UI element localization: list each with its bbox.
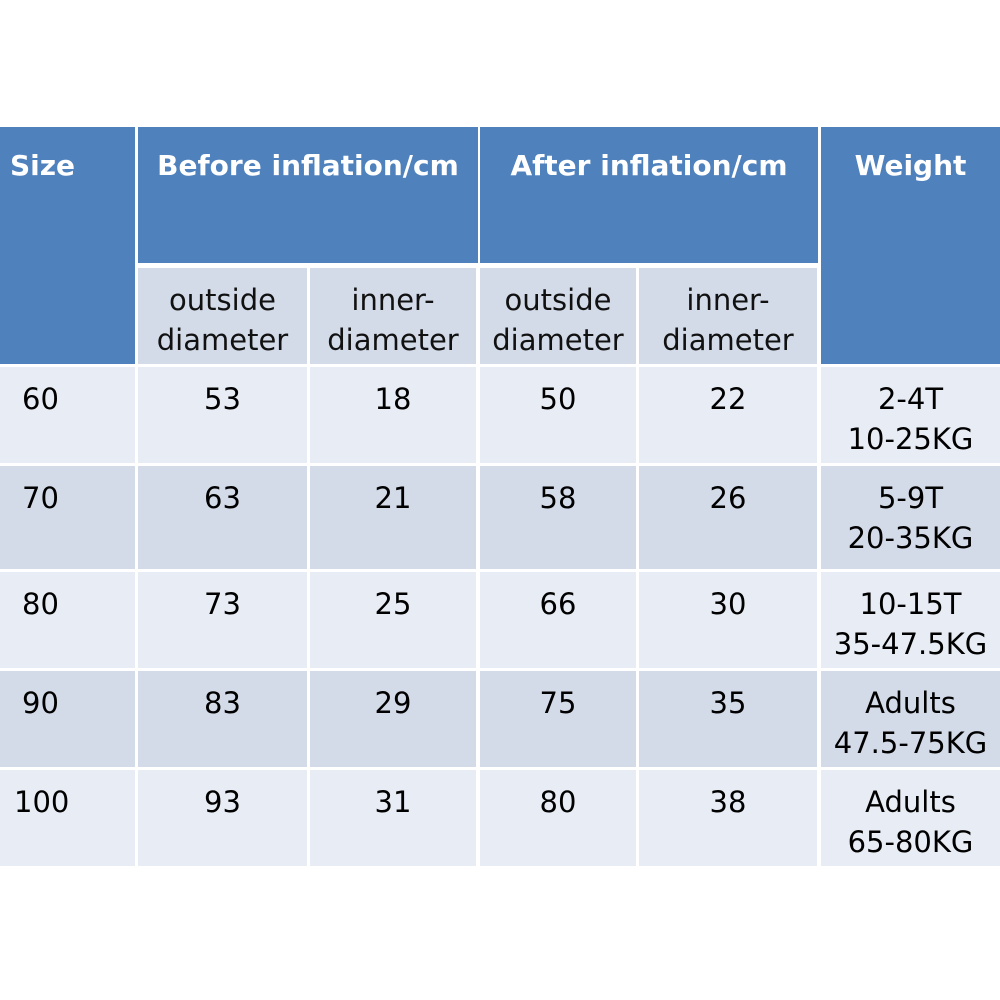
cell-size: 70 [0, 466, 135, 569]
cell-after-inner: 26 [639, 466, 817, 569]
subheader-line: diameter [662, 323, 794, 357]
cell-after-outside: 58 [480, 466, 636, 569]
subheader-line: inner- [351, 283, 435, 317]
weight-age: Adults [865, 785, 956, 819]
header-after-inflation: After inflation/cm [480, 127, 818, 263]
cell-after-inner: 35 [639, 671, 817, 767]
cell-size: 90 [0, 671, 135, 767]
cell-before-inner: 29 [310, 671, 476, 767]
cell-before-inner: 18 [310, 367, 476, 463]
cell-before-outside: 53 [138, 367, 307, 463]
cell-after-inner: 30 [639, 572, 817, 668]
cell-after-outside: 66 [480, 572, 636, 668]
cell-after-inner: 22 [639, 367, 817, 463]
subheader-line: diameter [492, 323, 624, 357]
cell-after-inner: 38 [639, 770, 817, 866]
cell-after-outside: 50 [480, 367, 636, 463]
cell-before-inner: 25 [310, 572, 476, 668]
cell-before-inner: 21 [310, 466, 476, 569]
cell-before-outside: 73 [138, 572, 307, 668]
subheader-line: outside [169, 283, 276, 317]
weight-age: Adults [865, 686, 956, 720]
weight-range: 65-80KG [847, 825, 974, 859]
cell-after-outside: 80 [480, 770, 636, 866]
cell-after-outside: 75 [480, 671, 636, 767]
weight-age: 10-15T [859, 587, 962, 621]
cell-weight: 2-4T 10-25KG [821, 367, 1000, 463]
cell-before-outside: 63 [138, 466, 307, 569]
cell-weight: Adults 47.5-75KG [821, 671, 1000, 767]
weight-range: 35-47.5KG [833, 627, 988, 661]
subheader-after-inner-diameter: inner- diameter [639, 268, 817, 364]
cell-size: 80 [0, 572, 135, 668]
subheader-line: diameter [327, 323, 459, 357]
weight-range: 10-25KG [847, 422, 974, 456]
weight-range: 20-35KG [847, 521, 974, 555]
subheader-after-outside-diameter: outside diameter [480, 268, 636, 364]
subheader-before-inner-diameter: inner- diameter [310, 268, 476, 364]
cell-size: 60 [0, 367, 135, 463]
header-size: Size [0, 127, 135, 364]
cell-before-outside: 93 [138, 770, 307, 866]
cell-weight: 5-9T 20-35KG [821, 466, 1000, 569]
weight-age: 5-9T [877, 481, 944, 515]
subheader-before-outside-diameter: outside diameter [138, 268, 307, 364]
cell-size: 100 [0, 770, 135, 866]
header-before-inflation: Before inflation/cm [138, 127, 478, 263]
cell-weight: Adults 65-80KG [821, 770, 1000, 866]
header-weight: Weight [821, 127, 1000, 364]
cell-weight: 10-15T 35-47.5KG [821, 572, 1000, 668]
weight-age: 2-4T [877, 382, 944, 416]
cell-before-inner: 31 [310, 770, 476, 866]
cell-before-outside: 83 [138, 671, 307, 767]
subheader-line: outside [504, 283, 612, 317]
subheader-line: diameter [156, 323, 289, 357]
subheader-line: inner- [686, 283, 770, 317]
weight-range: 47.5-75KG [833, 726, 988, 760]
